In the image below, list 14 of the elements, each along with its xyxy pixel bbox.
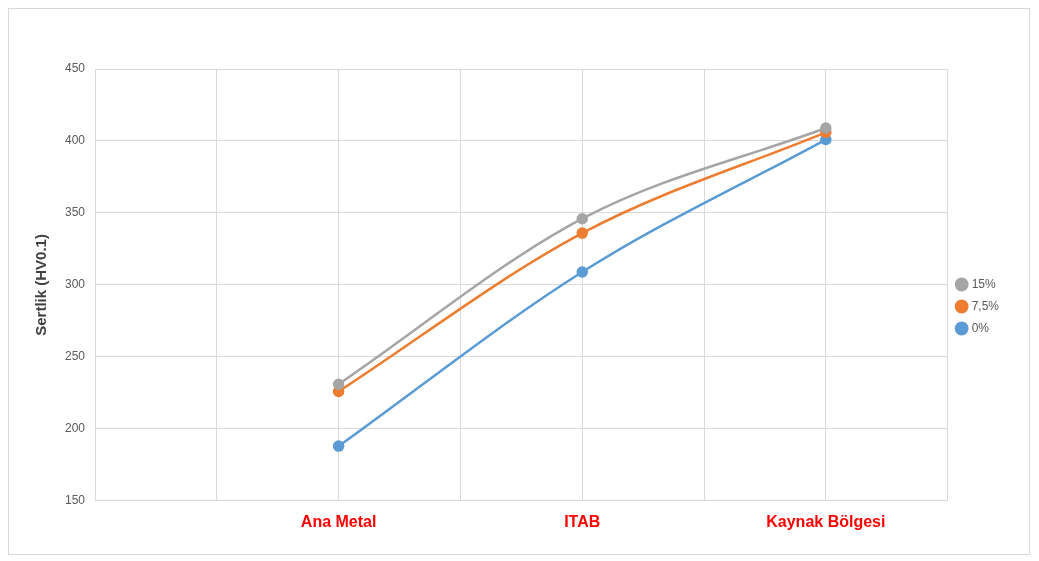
y-tick-label: 150 <box>64 493 86 508</box>
y-axis-title: Sertlik (HV0.1) <box>32 234 50 336</box>
legend-label: 7,5% <box>971 298 1000 313</box>
y-tick-label: 350 <box>64 205 86 220</box>
x-tick-label: Ana Metal <box>300 512 377 530</box>
x-tick-label: ITAB <box>564 512 601 530</box>
y-tick-label: 400 <box>64 133 86 148</box>
y-tick-label: 300 <box>64 277 86 292</box>
y-tick-label: 200 <box>64 421 86 436</box>
y-tick-label: 250 <box>64 349 86 364</box>
legend-label: 0% <box>971 320 990 335</box>
x-tick-label: Kaynak Bölgesi <box>766 512 886 530</box>
legend-label: 15% <box>971 276 996 291</box>
y-tick-label: 450 <box>64 61 86 76</box>
